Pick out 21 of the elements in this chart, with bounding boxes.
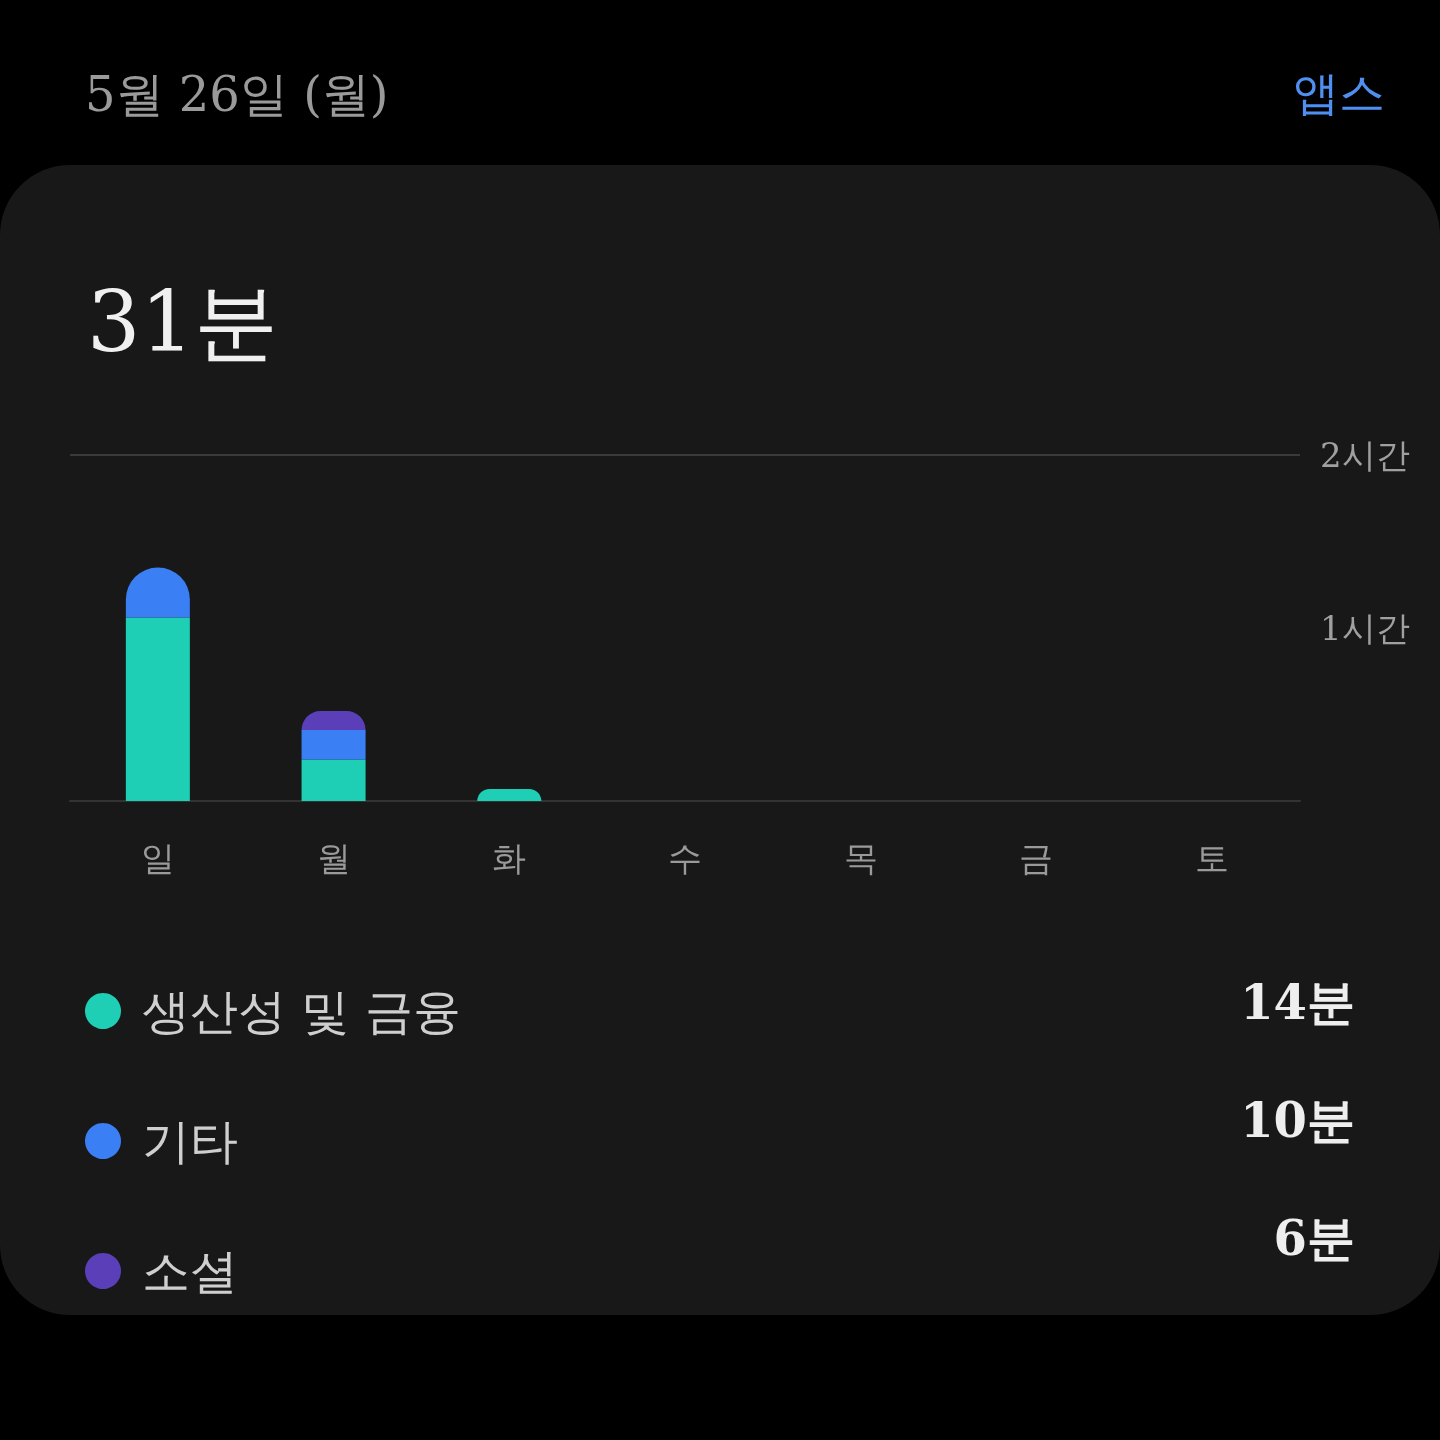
x-tick-label: 목: [843, 838, 878, 878]
chart-subtitle: 5월 26일 (월): [85, 66, 389, 122]
text: 앱스: [1293, 66, 1385, 120]
y-tick-label: 1시간: [1320, 608, 1410, 648]
x-tick-label: 금: [1019, 838, 1054, 878]
text: 6분: [1273, 1210, 1356, 1266]
bar: [301, 730, 366, 760]
y-tick-label: 2시간: [1320, 435, 1410, 475]
x-tick-label: 월: [316, 838, 351, 878]
bar: [301, 759, 366, 801]
legend-label: 생산성 및 금융: [142, 983, 461, 1039]
x-tick-label: 일: [140, 838, 175, 878]
x-tick-label: 수: [668, 838, 702, 878]
legend-label: 소셜: [142, 1243, 238, 1299]
legend-label: 기타: [142, 1113, 238, 1169]
x-tick-label: 토: [1195, 838, 1230, 878]
bar: [125, 617, 190, 801]
text: 10분: [1240, 1092, 1355, 1148]
text: 14분: [1240, 974, 1355, 1030]
x-tick-label: 화: [492, 838, 527, 878]
chart-title: 31분: [87, 273, 278, 371]
